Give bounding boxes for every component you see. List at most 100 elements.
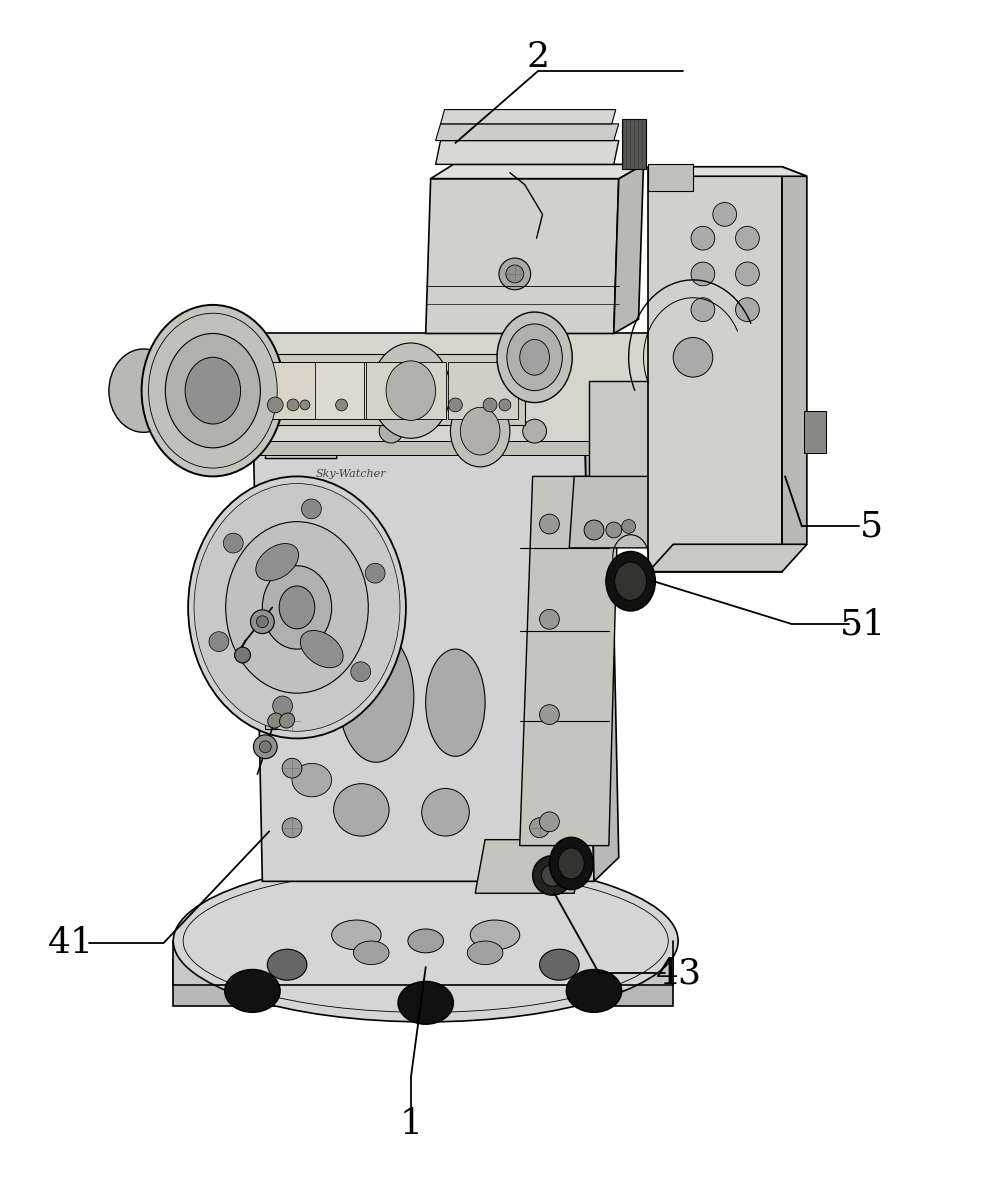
Circle shape <box>622 519 636 534</box>
Circle shape <box>691 226 715 250</box>
Bar <box>315 362 364 419</box>
Circle shape <box>336 399 347 411</box>
Ellipse shape <box>194 484 400 731</box>
Ellipse shape <box>292 763 332 797</box>
Circle shape <box>379 419 403 443</box>
Circle shape <box>253 735 277 759</box>
Polygon shape <box>648 164 693 191</box>
Circle shape <box>287 399 299 411</box>
Ellipse shape <box>422 788 469 836</box>
Ellipse shape <box>467 941 503 965</box>
Ellipse shape <box>173 860 678 1022</box>
Circle shape <box>506 266 524 282</box>
Polygon shape <box>782 167 807 560</box>
Polygon shape <box>569 476 658 548</box>
Circle shape <box>272 696 292 716</box>
Circle shape <box>713 202 737 226</box>
Text: 1: 1 <box>399 1108 423 1141</box>
Ellipse shape <box>226 522 368 693</box>
Polygon shape <box>252 381 609 393</box>
Polygon shape <box>265 387 342 459</box>
Text: 41: 41 <box>49 927 94 960</box>
Ellipse shape <box>426 649 485 756</box>
Ellipse shape <box>279 586 315 629</box>
Circle shape <box>250 610 274 634</box>
Polygon shape <box>173 959 673 1006</box>
Polygon shape <box>307 357 653 455</box>
Ellipse shape <box>279 713 295 728</box>
Circle shape <box>256 616 268 628</box>
Circle shape <box>540 812 559 831</box>
Ellipse shape <box>339 631 414 762</box>
Polygon shape <box>614 164 644 333</box>
Ellipse shape <box>450 395 510 467</box>
Circle shape <box>448 398 462 412</box>
Ellipse shape <box>225 969 280 1012</box>
Ellipse shape <box>460 407 500 455</box>
Circle shape <box>499 399 511 411</box>
Polygon shape <box>218 333 653 455</box>
Ellipse shape <box>300 630 344 668</box>
Polygon shape <box>332 399 584 455</box>
Ellipse shape <box>262 566 332 649</box>
Ellipse shape <box>188 476 406 738</box>
Ellipse shape <box>109 349 178 432</box>
Circle shape <box>365 563 385 584</box>
Ellipse shape <box>558 848 584 879</box>
Circle shape <box>540 515 559 534</box>
Text: Sky-Watcher: Sky-Watcher <box>316 469 387 479</box>
Bar <box>267 362 411 419</box>
Ellipse shape <box>267 713 283 728</box>
Ellipse shape <box>371 343 450 438</box>
Circle shape <box>736 226 759 250</box>
Circle shape <box>483 398 497 412</box>
Polygon shape <box>584 381 619 881</box>
Circle shape <box>736 262 759 286</box>
Circle shape <box>523 419 546 443</box>
Circle shape <box>542 865 563 886</box>
Ellipse shape <box>185 357 241 424</box>
Polygon shape <box>144 351 216 429</box>
Polygon shape <box>173 941 673 985</box>
Text: 43: 43 <box>656 956 702 990</box>
Circle shape <box>224 534 244 553</box>
Circle shape <box>584 520 604 540</box>
Polygon shape <box>589 381 658 482</box>
Circle shape <box>209 631 229 651</box>
Ellipse shape <box>255 543 299 581</box>
Ellipse shape <box>148 313 277 468</box>
Polygon shape <box>218 441 653 455</box>
Circle shape <box>691 262 715 286</box>
Circle shape <box>540 705 559 724</box>
Polygon shape <box>648 167 782 572</box>
Ellipse shape <box>165 333 260 448</box>
Bar <box>448 362 518 419</box>
Circle shape <box>259 741 271 753</box>
Ellipse shape <box>507 324 562 391</box>
Text: 2: 2 <box>526 40 549 74</box>
Polygon shape <box>436 124 619 141</box>
Bar <box>262 354 525 425</box>
Polygon shape <box>436 141 619 164</box>
Ellipse shape <box>408 929 444 953</box>
Ellipse shape <box>540 949 579 980</box>
Polygon shape <box>441 110 616 124</box>
Ellipse shape <box>142 305 284 476</box>
Circle shape <box>530 818 549 837</box>
Ellipse shape <box>398 981 453 1024</box>
Polygon shape <box>265 705 292 729</box>
Ellipse shape <box>353 941 389 965</box>
Circle shape <box>282 759 302 778</box>
Circle shape <box>533 855 572 896</box>
Ellipse shape <box>615 562 646 600</box>
Polygon shape <box>653 341 678 455</box>
Polygon shape <box>648 167 807 176</box>
Bar <box>804 411 826 453</box>
Circle shape <box>736 298 759 322</box>
Text: 5: 5 <box>859 510 883 543</box>
Circle shape <box>673 337 713 378</box>
Circle shape <box>540 610 559 629</box>
Circle shape <box>350 662 370 681</box>
Polygon shape <box>431 164 644 179</box>
Bar <box>622 119 646 169</box>
